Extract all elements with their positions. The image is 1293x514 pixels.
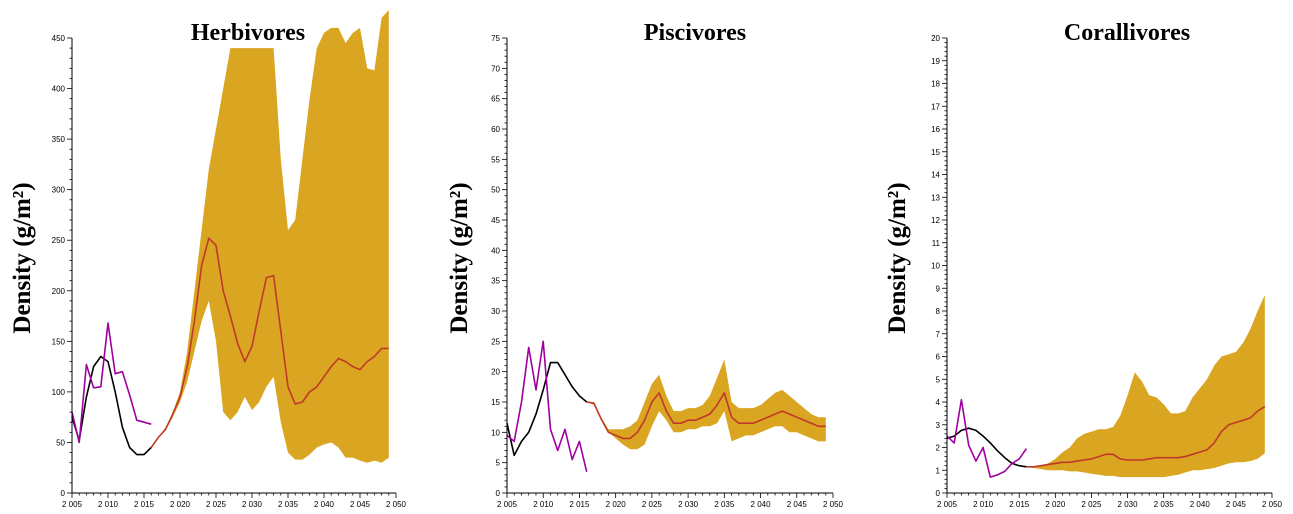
herbivores-x-tick-label: 2 040 bbox=[314, 500, 335, 509]
corallivores-y-tick-label: 4 bbox=[936, 398, 941, 407]
corallivores-x-tick-label: 2 030 bbox=[1118, 500, 1139, 509]
herbivores-y-tick-label: 450 bbox=[52, 34, 66, 43]
piscivores-y-tick-label: 25 bbox=[491, 337, 500, 346]
piscivores-x-tick-label: 2 030 bbox=[678, 500, 699, 509]
piscivores-y-tick-label: 0 bbox=[496, 489, 501, 498]
corallivores-y-tick-label: 0 bbox=[936, 489, 941, 498]
piscivores-y-tick-label: 40 bbox=[491, 246, 500, 255]
corallivores-y-tick-label: 13 bbox=[931, 193, 940, 202]
piscivores-title: Piscivores bbox=[644, 20, 746, 46]
herbivores-y-tick-label: 250 bbox=[52, 236, 66, 245]
corallivores-uncertainty-band bbox=[1026, 295, 1265, 478]
piscivores-x-tick-label: 2 045 bbox=[787, 500, 808, 509]
corallivores-y-tick-label: 3 bbox=[936, 421, 941, 430]
piscivores-y-tick-label: 45 bbox=[491, 216, 500, 225]
corallivores-x-tick-label: 2 005 bbox=[937, 500, 958, 509]
herbivores-y-tick-label: 100 bbox=[52, 388, 66, 397]
piscivores-x-tick-label: 2 035 bbox=[714, 500, 735, 509]
piscivores-projection-median-line bbox=[586, 392, 826, 440]
herbivores-x-tick-label: 2 035 bbox=[278, 500, 299, 509]
piscivores-y-tick-label: 20 bbox=[491, 368, 500, 377]
herbivores-y-tick-label: 150 bbox=[52, 337, 66, 346]
corallivores-y-tick-label: 14 bbox=[931, 171, 940, 180]
piscivores-x-tick-label: 2 005 bbox=[497, 500, 518, 509]
corallivores-y-tick-label: 2 bbox=[936, 444, 941, 453]
piscivores-panel: 2 005 2 010 2 015 2 020 2 025 2 030 2 035 2 040… bbox=[446, 20, 844, 509]
herbivores-x-tick-label: 2 005 bbox=[62, 500, 83, 509]
corallivores-x-tick-label: 2 020 bbox=[1045, 500, 1066, 509]
herbivores-model-hindcast-line bbox=[71, 355, 152, 456]
piscivores-x-tick-label: 2 010 bbox=[533, 500, 554, 509]
corallivores-title: Corallivores bbox=[1064, 20, 1190, 46]
corallivores-y-tick-label: 10 bbox=[931, 262, 940, 271]
herbivores-x-tick-label: 2 045 bbox=[350, 500, 371, 509]
piscivores-y-tick-label: 75 bbox=[491, 34, 500, 43]
herbivores-projection-median-line bbox=[150, 237, 389, 448]
piscivores-y-tick-label: 60 bbox=[491, 125, 500, 134]
piscivores-x-tick-label: 2 020 bbox=[606, 500, 627, 509]
herbivores-x-tick-label: 2 015 bbox=[134, 500, 155, 509]
corallivores-y-tick-label: 17 bbox=[931, 102, 940, 111]
corallivores-y-tick-label: 11 bbox=[932, 239, 941, 248]
corallivores-y-tick-label: 7 bbox=[936, 330, 941, 339]
piscivores-y-tick-label: 70 bbox=[491, 64, 500, 73]
herbivores-y-tick-label: 0 bbox=[61, 489, 66, 498]
herbivores-observed-line bbox=[71, 322, 152, 444]
corallivores-projection-median-line bbox=[1026, 405, 1266, 468]
herbivores-y-tick-label: 350 bbox=[52, 135, 66, 144]
piscivores-uncertainty-band bbox=[586, 359, 826, 450]
piscivores-y-axis-label: Density (g/m²) bbox=[446, 182, 473, 333]
piscivores-y-tick-label: 35 bbox=[491, 277, 500, 286]
herbivores-x-tick-label: 2 025 bbox=[206, 500, 227, 509]
herbivores-x-tick-label: 2 010 bbox=[98, 500, 119, 509]
corallivores-y-tick-label: 9 bbox=[936, 284, 941, 293]
piscivores-y-tick-label: 10 bbox=[491, 428, 500, 437]
corallivores-x-tick-label: 2 010 bbox=[973, 500, 994, 509]
piscivores-x-tick-label: 2 040 bbox=[751, 500, 772, 509]
piscivores-x-tick-label: 2 050 bbox=[823, 500, 844, 509]
piscivores-y-tick-label: 15 bbox=[491, 398, 500, 407]
piscivores-y-tick-label: 50 bbox=[491, 186, 500, 195]
piscivores-y-tick-label: 5 bbox=[496, 459, 501, 468]
corallivores-x-tick-label: 2 040 bbox=[1190, 500, 1211, 509]
corallivores-x-tick-label: 2 035 bbox=[1154, 500, 1175, 509]
piscivores-y-tick-label: 30 bbox=[491, 307, 500, 316]
herbivores-title: Herbivores bbox=[191, 20, 305, 46]
piscivores-x-tick-label: 2 015 bbox=[569, 500, 590, 509]
herbivores-x-tick-label: 2 030 bbox=[242, 500, 263, 509]
corallivores-model-hindcast-line bbox=[946, 427, 1027, 468]
corallivores-y-tick-label: 12 bbox=[931, 216, 940, 225]
herbivores-y-tick-label: 400 bbox=[52, 85, 66, 94]
herbivores-y-axis-label: Density (g/m²) bbox=[9, 182, 36, 333]
piscivores-y-tick-label: 55 bbox=[491, 155, 500, 164]
herbivores-y-tick-label: 300 bbox=[52, 186, 66, 195]
corallivores-panel: 2 005 2 010 2 015 2 020 2 025 2 030 2 035 2 040… bbox=[884, 20, 1283, 509]
corallivores-y-tick-label: 15 bbox=[931, 148, 940, 157]
corallivores-x-tick-label: 2 025 bbox=[1081, 500, 1102, 509]
piscivores-x-tick-label: 2 025 bbox=[642, 500, 663, 509]
corallivores-x-tick-label: 2 050 bbox=[1262, 500, 1283, 509]
corallivores-y-tick-label: 6 bbox=[936, 353, 941, 362]
piscivores-y-tick-label: 65 bbox=[491, 95, 500, 104]
corallivores-y-tick-label: 19 bbox=[931, 57, 940, 66]
piscivores-observed-line bbox=[506, 340, 588, 472]
corallivores-observed-line bbox=[946, 398, 1028, 478]
corallivores-y-tick-label: 16 bbox=[931, 125, 940, 134]
corallivores-y-axis-label: Density (g/m²) bbox=[884, 182, 911, 333]
corallivores-y-tick-label: 5 bbox=[936, 375, 941, 384]
corallivores-x-tick-label: 2 015 bbox=[1009, 500, 1030, 509]
corallivores-x-tick-label: 2 045 bbox=[1226, 500, 1247, 509]
corallivores-y-tick-label: 8 bbox=[936, 307, 941, 316]
herbivores-y-tick-label: 50 bbox=[56, 438, 65, 447]
herbivores-y-tick-label: 200 bbox=[52, 287, 66, 296]
corallivores-y-tick-label: 1 bbox=[936, 466, 941, 475]
herbivores-x-tick-label: 2 050 bbox=[386, 500, 407, 509]
corallivores-y-tick-label: 18 bbox=[931, 80, 940, 89]
herbivores-x-tick-label: 2 020 bbox=[170, 500, 191, 509]
corallivores-y-tick-label: 20 bbox=[931, 34, 940, 43]
herbivores-panel: 2 005 2 010 2 015 2 020 2 025 2 030 2 035 2 040… bbox=[9, 10, 407, 509]
herbivores-uncertainty-band bbox=[151, 10, 389, 463]
